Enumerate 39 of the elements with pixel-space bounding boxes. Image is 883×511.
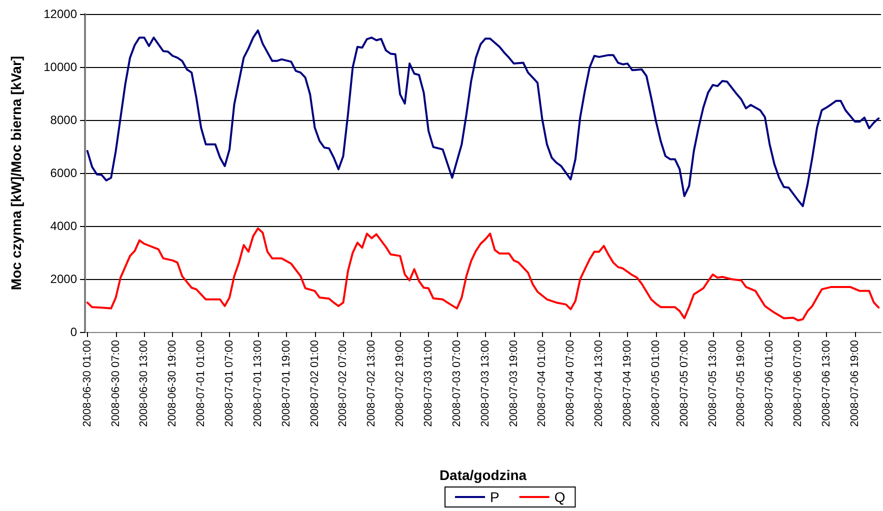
x-tick-label: 2008-07-03 19:00 xyxy=(508,340,520,427)
x-tick-label: 2008-07-05 13:00 xyxy=(706,340,719,427)
y-tick-label: 12000 xyxy=(44,7,78,21)
y-tick-label: 8000 xyxy=(50,113,78,127)
x-tick-label: 2008-07-06 19:00 xyxy=(848,340,861,427)
x-tick-label: 2008-07-01 01:00 xyxy=(195,340,208,427)
x-tick-label: 2008-07-05 19:00 xyxy=(735,340,748,427)
x-tick-label: 2008-07-05 07:00 xyxy=(678,340,690,427)
x-tick-label: 2008-07-04 07:00 xyxy=(564,340,577,427)
x-tick-label: 2008-07-03 01:00 xyxy=(422,340,435,427)
x-tick-label: 2008-07-01 07:00 xyxy=(224,340,236,427)
legend-label: P xyxy=(490,489,500,505)
x-tick-label: 2008-06-30 13:00 xyxy=(138,340,150,427)
x-tick-label: 2008-07-02 19:00 xyxy=(394,340,406,427)
x-tick-label: 2008-07-02 07:00 xyxy=(337,340,350,427)
y-tick-label: 0 xyxy=(70,325,78,339)
y-axis-title: Moc czynna [kW]/Moc bierna [kVar] xyxy=(8,56,24,290)
y-tick-label: 2000 xyxy=(50,272,78,286)
x-tick-label: 2008-07-03 07:00 xyxy=(450,340,463,427)
x-tick-label: 2008-06-30 07:00 xyxy=(110,340,122,427)
x-tick-label: 2008-07-02 01:00 xyxy=(308,340,321,427)
x-tick-label: 2008-07-01 19:00 xyxy=(280,340,292,427)
y-tick-label: 10000 xyxy=(44,60,78,74)
x-tick-label: 2008-07-01 13:00 xyxy=(252,340,264,427)
x-tick-label: 2008-07-06 13:00 xyxy=(820,340,833,427)
x-tick-label: 2008-07-05 01:00 xyxy=(650,340,662,427)
y-tick-label: 4000 xyxy=(50,219,78,233)
x-tick-label: 2008-07-04 01:00 xyxy=(536,340,548,427)
x-tick-label: 2008-07-02 13:00 xyxy=(366,340,378,427)
x-tick-label: 2008-07-04 13:00 xyxy=(593,340,606,427)
x-tick-label: 2008-06-30 01:00 xyxy=(81,340,94,427)
x-tick-label: 2008-07-04 19:00 xyxy=(622,340,634,427)
legend-label: Q xyxy=(554,489,566,505)
y-tick-label: 6000 xyxy=(50,166,78,180)
x-tick-label: 2008-07-06 07:00 xyxy=(792,340,804,427)
x-tick-label: 2008-06-30 19:00 xyxy=(166,340,179,427)
x-tick-label: 2008-07-03 13:00 xyxy=(479,340,492,427)
x-tick-label: 2008-07-06 01:00 xyxy=(764,340,776,427)
x-axis-title: Data/godzina xyxy=(439,467,527,483)
